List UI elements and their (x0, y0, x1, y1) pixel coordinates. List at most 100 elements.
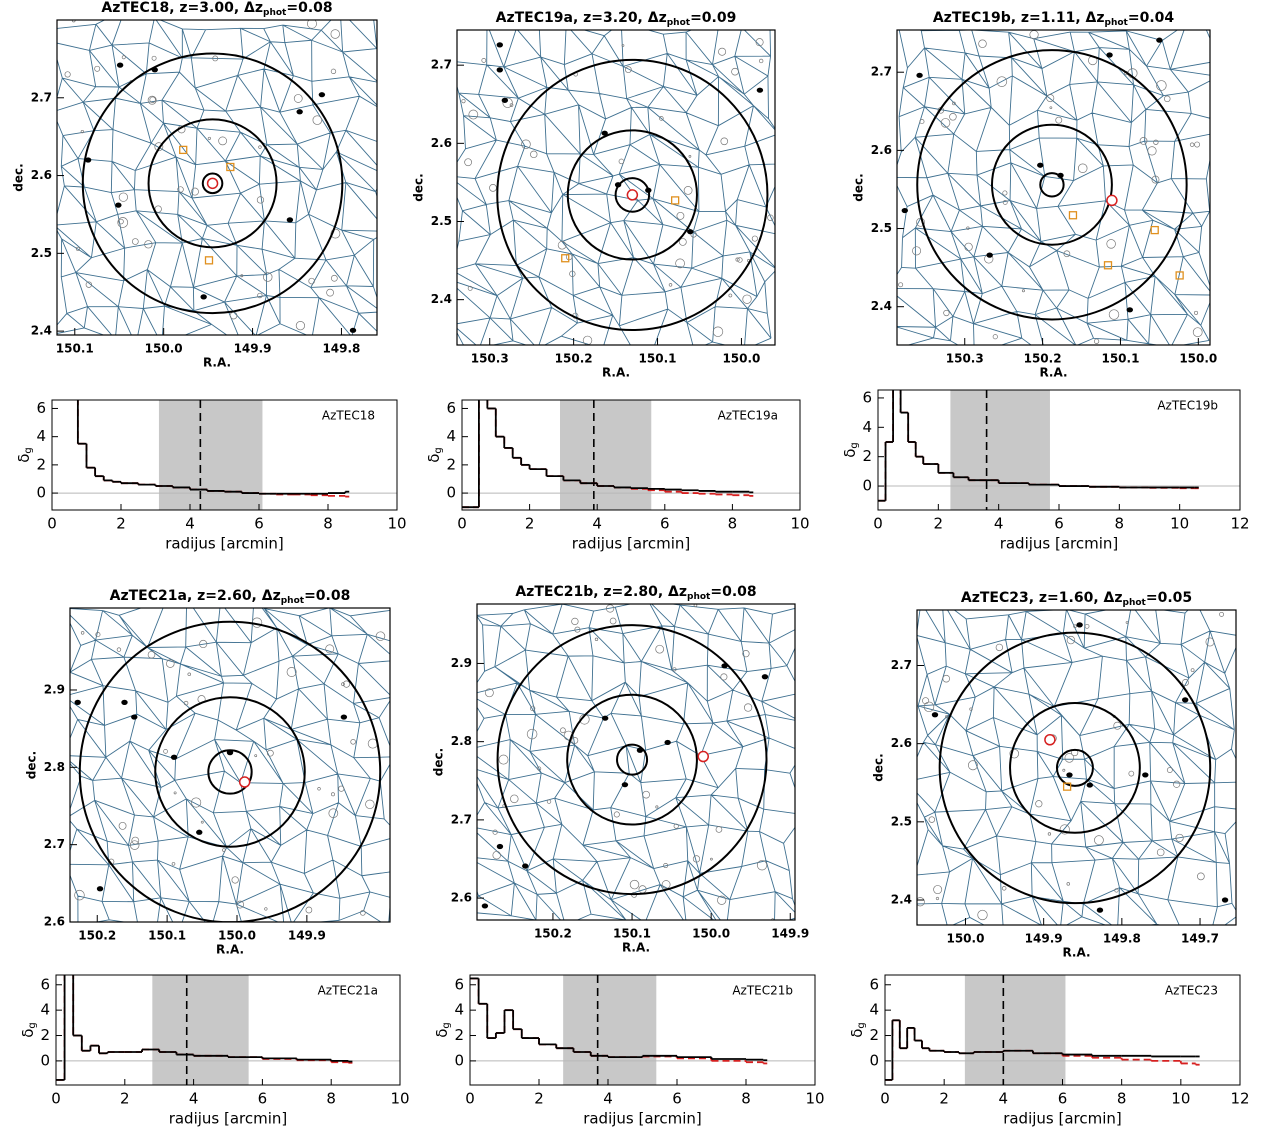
x-tick-label: 149.9 (771, 927, 809, 941)
galaxy-dot (115, 202, 122, 208)
y-axis-label: dec. (412, 173, 426, 201)
galaxy-dot (226, 750, 234, 756)
x-tick-label: 150.2 (78, 929, 116, 943)
y-tick-label: 2.6 (871, 143, 892, 157)
x-tick-label: 4 (994, 515, 1004, 533)
frame (55, 974, 401, 1086)
tessellation (917, 610, 1236, 925)
profile-plot (462, 400, 800, 510)
galaxy-dot (636, 747, 644, 753)
x-tick-label: 2 (534, 1090, 544, 1108)
title-end: =0.08 (710, 584, 756, 600)
x-axis-label: R.A. (203, 356, 231, 370)
x-tick-label: 10 (390, 1090, 409, 1108)
source-square (1175, 271, 1184, 280)
x-axis-label: radijus [arcmin] (165, 535, 284, 553)
x-tick-label: 150.1 (613, 927, 651, 941)
x-tick-label: 150.1 (1101, 352, 1139, 366)
title-subscript: phot (667, 18, 691, 28)
y-tick-label: 2.5 (431, 214, 452, 228)
x-tick-label: 2 (934, 515, 944, 533)
galaxy-dot (614, 182, 622, 188)
galaxy-dot (496, 843, 504, 850)
panel-label: AzTEC18 (322, 409, 375, 423)
shaded-range (152, 975, 249, 1085)
shaded-range (563, 975, 657, 1085)
tessellation (897, 30, 1210, 345)
frame (476, 603, 796, 921)
x-tick-label: 0 (51, 1090, 61, 1108)
target (1044, 734, 1056, 746)
shaded-range (950, 390, 1050, 510)
y-tick-label: 2 (446, 455, 456, 473)
galaxy-dot (756, 87, 764, 93)
y-tick-label: 6 (36, 399, 46, 417)
x-tick-label: 10 (1170, 515, 1189, 533)
profile-plot (885, 975, 1240, 1085)
y-tick-label: 0 (869, 1051, 879, 1069)
x-tick-label: 10 (387, 515, 406, 533)
y-axis-label: dec. (872, 753, 886, 781)
y-axis-label: dec. (432, 748, 446, 776)
x-tick-label: 150.0 (1179, 352, 1217, 366)
y-label-subscript: g (27, 1022, 38, 1028)
map-plot (70, 608, 390, 922)
y-tick-label: 2.7 (431, 58, 452, 72)
title-text: AzTEC19a, z=3.20, Δz (496, 10, 667, 26)
y-axis-label: δg (433, 1022, 453, 1038)
title-end: =0.05 (1146, 590, 1192, 606)
y-axis-label: δg (425, 447, 445, 463)
y-label-text: δ (848, 1029, 866, 1038)
source-square (1068, 211, 1078, 220)
y-axis-label: dec. (852, 173, 866, 201)
galaxy-dot (496, 67, 503, 73)
y-tick-label: 2.6 (891, 736, 912, 750)
galaxy-dot (318, 92, 326, 98)
y-tick-label: 4 (40, 1001, 50, 1019)
tessellation (57, 20, 377, 335)
y-tick-label: 2.4 (871, 299, 892, 313)
map-plot (57, 20, 377, 335)
x-tick-label: 8 (1117, 1090, 1127, 1108)
galaxy-dot (721, 663, 728, 669)
x-axis-label: radijus [arcmin] (1003, 1110, 1122, 1128)
panel-label: AzTEC21a (318, 984, 378, 998)
map-title: AzTEC21b, z=2.80, Δzphot=0.08 (515, 584, 756, 602)
y-label-text: δ (15, 454, 33, 463)
y-axis-label: δg (848, 1022, 868, 1038)
target (238, 776, 251, 788)
x-tick-label: 6 (1054, 515, 1064, 533)
tessellation (70, 608, 390, 922)
y-tick-label: 2.5 (31, 246, 52, 260)
x-tick-label: 149.8 (1103, 932, 1141, 946)
y-label-text: δ (425, 454, 443, 463)
galaxy-dot (501, 97, 509, 103)
title-subscript: phot (263, 8, 287, 18)
frame (69, 607, 391, 923)
panel-label: AzTEC19a (718, 409, 778, 423)
y-tick-label: 4 (36, 427, 46, 445)
x-axis-label: R.A. (1062, 946, 1090, 960)
source-outlines (898, 30, 1203, 344)
y-tick-label: 2.6 (431, 136, 452, 150)
galaxy-dot (116, 62, 124, 68)
profile-plot (52, 400, 397, 510)
y-axis-label: dec. (12, 163, 26, 191)
galaxy-dot (901, 207, 908, 214)
source-outlines (461, 38, 774, 345)
aperture-circle (1009, 701, 1141, 834)
aperture-circle (81, 52, 344, 315)
panel-label: AzTEC21b (732, 984, 793, 998)
map-plot (457, 30, 775, 345)
title-text: AzTEC19b, z=1.11, Δz (933, 10, 1105, 26)
x-tick-label: 2 (939, 1090, 949, 1108)
galaxy-dot (286, 217, 294, 223)
y-tick-label: 2.7 (451, 812, 472, 826)
x-tick-label: 150.2 (534, 927, 572, 941)
source-square (1150, 225, 1159, 235)
x-tick-label: 150.2 (555, 352, 593, 366)
x-tick-label: 10 (805, 1090, 824, 1108)
x-tick-label: 10 (1171, 1090, 1190, 1108)
aperture-circle (916, 49, 1188, 321)
shaded-range (964, 975, 1066, 1085)
